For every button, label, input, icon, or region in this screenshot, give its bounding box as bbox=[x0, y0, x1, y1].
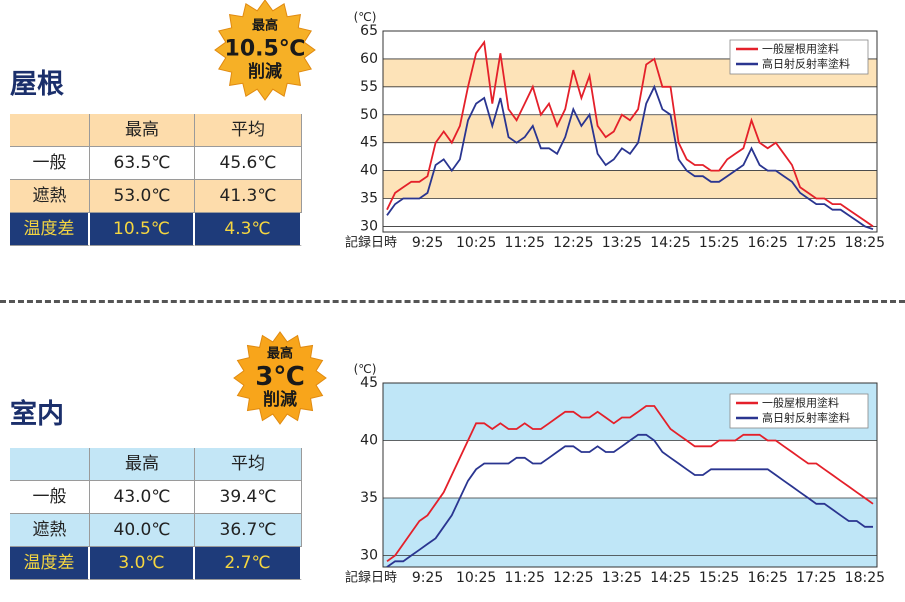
series-line bbox=[386, 433, 873, 567]
y-tick-label: 30 bbox=[360, 218, 378, 234]
badge-text: 3℃ bbox=[255, 362, 305, 392]
badge-text: 削減 bbox=[263, 389, 297, 410]
unit-label: (℃) bbox=[354, 362, 377, 376]
legend-box bbox=[729, 39, 869, 75]
x-tick-label: 16:25 bbox=[747, 235, 787, 251]
legend-label: 高日射反射率塗料 bbox=[762, 411, 850, 425]
x-tick-label: 12:25 bbox=[553, 235, 593, 251]
y-tick-label: 40 bbox=[360, 163, 378, 179]
table-cell: 45.6℃ bbox=[195, 147, 302, 180]
series-line bbox=[386, 84, 874, 231]
y-tick-label: 30 bbox=[360, 548, 378, 564]
y-tick-label: 45 bbox=[360, 375, 378, 391]
series-line bbox=[386, 39, 874, 228]
x-tick-label: 17:25 bbox=[796, 235, 836, 251]
y-tick-label: 50 bbox=[360, 107, 378, 123]
x-tick-label: 14:25 bbox=[650, 235, 690, 251]
header-cell bbox=[10, 448, 90, 481]
x-tick-label: 10:25 bbox=[456, 235, 496, 251]
series-line bbox=[386, 405, 874, 563]
header-cell bbox=[10, 114, 90, 147]
legend-label: 一般屋根用塗料 bbox=[762, 396, 839, 410]
badge-text: 削減 bbox=[248, 61, 282, 82]
x-tick-label: 12:25 bbox=[553, 570, 593, 586]
shade-band bbox=[383, 498, 877, 556]
header-cell: 最高 bbox=[90, 114, 195, 147]
y-tick-label: 60 bbox=[360, 51, 378, 67]
table-cell: 36.7℃ bbox=[195, 514, 302, 547]
plot-border bbox=[382, 30, 878, 233]
x-tick-label: 9:25 bbox=[412, 235, 443, 251]
x-tick-label: 13:25 bbox=[602, 570, 642, 586]
section-heading: 室内 bbox=[10, 399, 64, 430]
x-tick-label: 11:25 bbox=[505, 570, 545, 586]
header-cell: 最高 bbox=[90, 448, 195, 481]
table-cell: 10.5℃ bbox=[90, 213, 195, 246]
header-cell: 平均 bbox=[195, 114, 302, 147]
legend-label: 高日射反射率塗料 bbox=[762, 57, 850, 71]
y-tick-label: 65 bbox=[360, 23, 378, 39]
table-cell: 39.4℃ bbox=[195, 481, 302, 514]
x-tick-label: 18:25 bbox=[845, 570, 885, 586]
x-tick-label: 10:25 bbox=[456, 570, 496, 586]
table-cell: 40.0℃ bbox=[90, 514, 195, 547]
plot-border bbox=[382, 382, 878, 568]
y-tick-label: 35 bbox=[360, 490, 378, 506]
table: 最高 平均一般 43.0℃ 39.4℃ 遮熱 40.0℃ 36.7℃ 温度差 3.0℃ 2.7℃ bbox=[10, 448, 302, 580]
table-cell: 遮熱 bbox=[10, 180, 90, 213]
x-axis-label: 記録日時 bbox=[345, 570, 397, 586]
badge-text: 10.5℃ bbox=[225, 37, 306, 62]
x-tick-label: 11:25 bbox=[505, 235, 545, 251]
legend-label: 一般屋根用塗料 bbox=[762, 42, 839, 56]
x-axis-label: 記録日時 bbox=[345, 235, 397, 251]
x-tick-label: 16:25 bbox=[747, 570, 787, 586]
divider bbox=[0, 300, 905, 303]
section-heading: 屋根 bbox=[10, 69, 64, 100]
header-cell: 平均 bbox=[195, 448, 302, 481]
y-tick-label: 45 bbox=[360, 135, 378, 151]
table: 最高 平均一般 63.5℃ 45.6℃ 遮熱 53.0℃ 41.3℃ 温度差 10.5℃ 4.3℃ bbox=[10, 114, 302, 246]
badge-burst bbox=[214, 0, 316, 101]
legend-box bbox=[729, 393, 869, 429]
table-cell: 温度差 bbox=[10, 547, 90, 580]
table-cell: 63.5℃ bbox=[90, 147, 195, 180]
y-tick-label: 35 bbox=[360, 191, 378, 207]
shade-band bbox=[383, 555, 877, 567]
x-tick-label: 14:25 bbox=[650, 570, 690, 586]
x-tick-label: 13:25 bbox=[602, 235, 642, 251]
x-tick-label: 17:25 bbox=[796, 570, 836, 586]
y-tick-label: 55 bbox=[360, 79, 378, 95]
x-tick-label: 15:25 bbox=[699, 235, 739, 251]
table-cell: 遮熱 bbox=[10, 514, 90, 547]
table-cell: 温度差 bbox=[10, 213, 90, 246]
y-tick-label: 40 bbox=[360, 433, 378, 449]
unit-label: (℃) bbox=[354, 10, 377, 24]
table-cell: 2.7℃ bbox=[195, 547, 302, 580]
badge-burst bbox=[233, 331, 327, 425]
table-cell: 43.0℃ bbox=[90, 481, 195, 514]
table-cell: 一般 bbox=[10, 147, 90, 180]
x-tick-label: 15:25 bbox=[699, 570, 739, 586]
badge-text: 最高 bbox=[267, 346, 293, 362]
x-tick-label: 9:25 bbox=[412, 570, 443, 586]
table-cell: 53.0℃ bbox=[90, 180, 195, 213]
table-cell: 41.3℃ bbox=[195, 180, 302, 213]
table-cell: 3.0℃ bbox=[90, 547, 195, 580]
badge-text: 最高 bbox=[252, 18, 278, 34]
table-cell: 4.3℃ bbox=[195, 213, 302, 246]
table-cell: 一般 bbox=[10, 481, 90, 514]
x-tick-label: 18:25 bbox=[845, 235, 885, 251]
